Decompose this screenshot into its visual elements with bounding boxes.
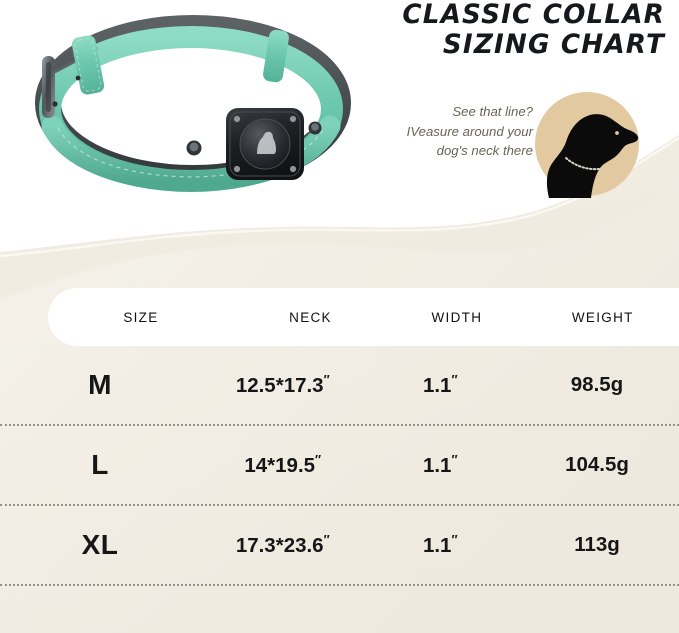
row-separator bbox=[0, 584, 679, 586]
column-header-width: WIDTH bbox=[431, 309, 483, 325]
note-line-3: dog's neck there bbox=[436, 143, 533, 158]
dog-head-silhouette-icon bbox=[535, 92, 639, 198]
title-line-2: SIZING CHART bbox=[442, 29, 665, 60]
inch-mark: ″ bbox=[451, 532, 458, 548]
column-header-size: SIZE bbox=[123, 309, 159, 325]
table-header-row: SIZE NECK WIDTH WEIGHT bbox=[48, 288, 679, 346]
title-line-1: CLASSIC COLLAR bbox=[402, 0, 665, 30]
cell-neck-value: 12.5*17.3 bbox=[235, 373, 324, 397]
inch-mark: ″ bbox=[451, 372, 458, 388]
airtag-case-icon bbox=[226, 108, 304, 180]
cell-width: 1.1″ bbox=[365, 372, 515, 398]
cell-size: M bbox=[88, 369, 112, 400]
inch-mark: ″ bbox=[451, 452, 458, 468]
cell-width-value: 1.1 bbox=[422, 533, 452, 557]
inch-mark: ″ bbox=[323, 372, 330, 388]
inch-mark: ″ bbox=[315, 452, 321, 468]
cell-neck: 17.3*23.6″ bbox=[200, 532, 365, 558]
cell-neck-value: 17.3*23.6 bbox=[235, 533, 324, 557]
table-row: XL 17.3*23.6″ 1.1″ 113g bbox=[0, 506, 679, 584]
cell-size: L bbox=[91, 449, 109, 480]
column-header-weight: WEIGHT bbox=[571, 309, 634, 325]
inch-mark: ″ bbox=[323, 532, 330, 548]
note-line-1: See that line? bbox=[452, 104, 533, 119]
column-header-neck: NECK bbox=[289, 309, 332, 325]
table-row: L 14*19.5″ 1.1″ 104.5g bbox=[0, 426, 679, 504]
dog-collar-photo bbox=[35, 15, 351, 192]
table-row: M 12.5*17.3″ 1.1″ 98.5g bbox=[0, 346, 679, 424]
cell-width: 1.1″ bbox=[365, 532, 515, 558]
measure-note: See that line? IVeasure around your dog'… bbox=[368, 102, 533, 161]
cell-width-value: 1.1 bbox=[422, 453, 452, 477]
cell-neck-value: 14*19.5 bbox=[244, 453, 316, 477]
collar-rivets-icon bbox=[186, 121, 322, 156]
cell-width-value: 1.1 bbox=[422, 373, 452, 397]
cell-width: 1.1″ bbox=[365, 452, 515, 478]
cell-weight: 113g bbox=[574, 533, 620, 556]
cell-neck: 12.5*17.3″ bbox=[200, 372, 365, 398]
cell-neck: 14*19.5″ bbox=[200, 452, 365, 478]
cell-size: XL bbox=[81, 529, 119, 560]
cell-weight: 104.5g bbox=[565, 453, 629, 476]
note-line-2: IVeasure around your bbox=[406, 123, 533, 139]
sizing-table: SIZE NECK WIDTH WEIGHT M 12.5*17.3″ 1.1″… bbox=[0, 288, 679, 586]
page-title: CLASSIC COLLAR SIZING CHART bbox=[365, 0, 665, 60]
cell-weight: 98.5g bbox=[570, 373, 624, 396]
